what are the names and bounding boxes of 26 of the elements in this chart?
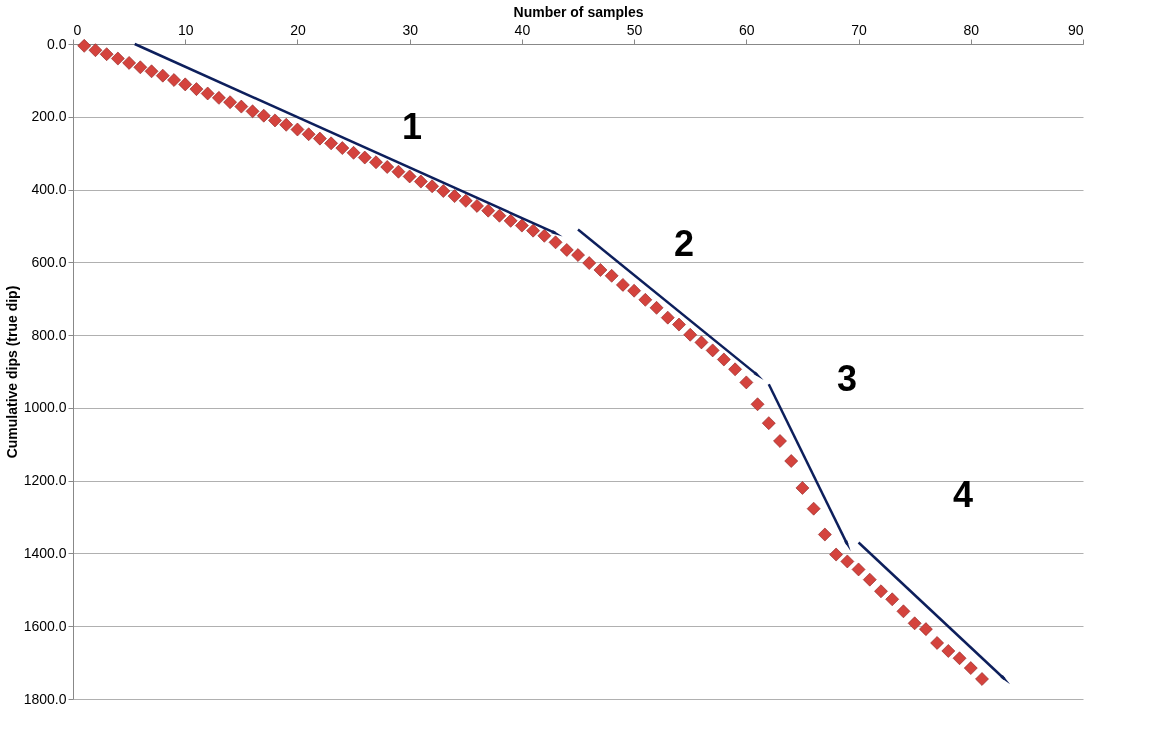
x-axis-title: Number of samples	[513, 3, 644, 20]
y-tick-label: 1000.0	[23, 399, 67, 416]
x-tick-label: 0	[73, 21, 82, 38]
x-tick-label: 90	[1067, 21, 1084, 38]
y-tick-label: 1400.0	[23, 544, 67, 561]
y-tick-label: 0.0	[47, 35, 67, 52]
y-tick-label: 1800.0	[23, 690, 67, 707]
y-tick-label: 1200.0	[23, 472, 67, 489]
y-tick-label: 1600.0	[23, 617, 67, 634]
annotation: 1	[401, 106, 423, 147]
x-tick-label: 70	[851, 21, 868, 38]
x-tick-label: 40	[514, 21, 531, 38]
y-axis-title: Cumulative dips (true dip)	[3, 285, 20, 459]
x-tick-label: 60	[739, 21, 755, 38]
x-tick-label: 10	[177, 21, 194, 38]
x-tick-label: 30	[402, 21, 419, 38]
annotation: 3	[836, 357, 858, 399]
y-tick-label: 400.0	[31, 181, 67, 198]
annotation: 4	[952, 473, 974, 515]
y-tick-label: 600.0	[31, 253, 67, 270]
annotation: 2	[673, 223, 695, 264]
x-tick-label: 50	[626, 21, 643, 38]
y-tick-label: 800.0	[31, 326, 67, 343]
x-tick-label: 80	[963, 21, 980, 38]
x-tick-label: 20	[290, 21, 306, 38]
y-tick-label: 200.0	[31, 108, 67, 125]
